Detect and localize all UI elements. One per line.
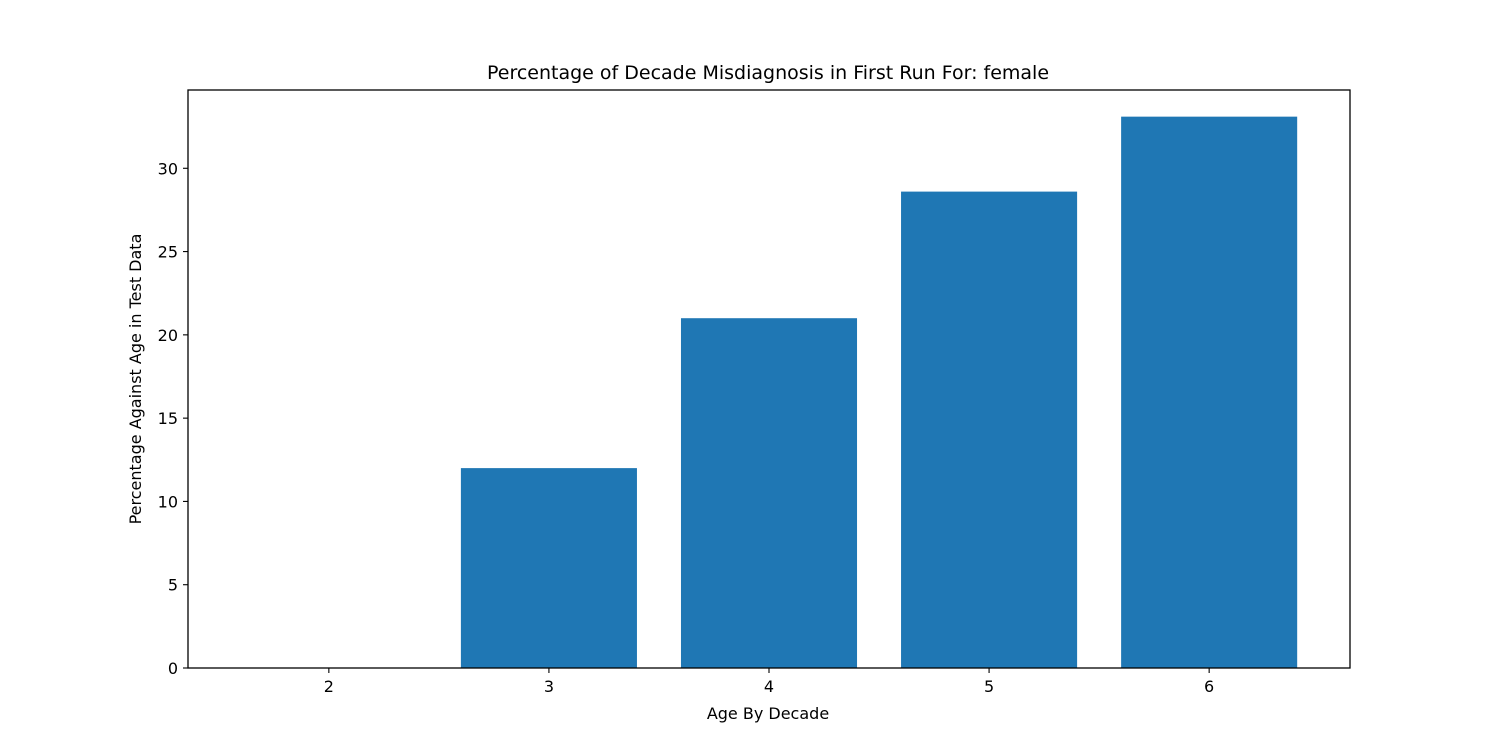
x-tick-label: 6 — [1204, 677, 1214, 696]
y-tick-label: 25 — [158, 243, 178, 262]
y-tick-label: 5 — [168, 576, 178, 595]
x-tick-label: 5 — [984, 677, 994, 696]
bars-group — [460, 116, 1298, 668]
x-tick-label: 4 — [764, 677, 774, 696]
x-tick-label: 3 — [544, 677, 554, 696]
y-tick-label: 15 — [158, 409, 178, 428]
bar-4 — [680, 318, 858, 668]
y-axis-label: Percentage Against Age in Test Data — [126, 234, 145, 525]
y-tick-label: 30 — [158, 159, 178, 178]
plot-frame — [187, 89, 1351, 669]
x-tick-label: 2 — [324, 677, 334, 696]
y-axis-ticks: 0 5 10 15 20 25 30 — [158, 159, 188, 678]
y-tick-label: 20 — [158, 326, 178, 345]
y-tick-label: 0 — [168, 659, 178, 678]
x-axis-label: Age By Decade — [707, 704, 829, 723]
chart-title: Percentage of Decade Misdiagnosis in Fir… — [487, 62, 1049, 84]
y-tick-label: 10 — [158, 492, 178, 511]
bar-3 — [460, 468, 637, 668]
x-axis-ticks: 2 3 4 5 6 — [324, 668, 1214, 696]
bar-6 — [1121, 116, 1298, 668]
bar-5 — [901, 191, 1078, 668]
